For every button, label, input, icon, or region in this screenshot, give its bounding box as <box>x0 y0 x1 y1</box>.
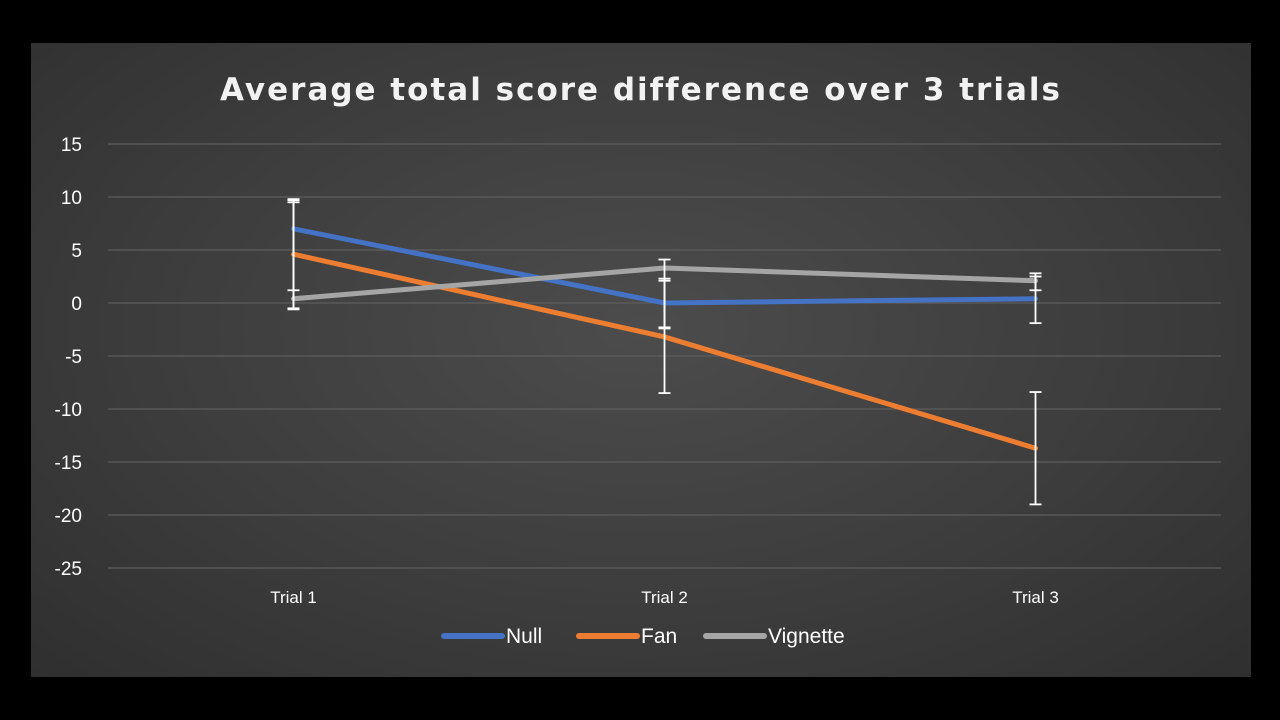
y-tick-label: -20 <box>55 506 82 527</box>
legend-label: Vignette <box>768 625 845 648</box>
legend-label: Fan <box>641 625 677 648</box>
legend-label: Null <box>506 625 542 648</box>
x-axis-ticks: Trial 1 Trial 2 Trial 3 <box>270 588 1059 607</box>
line-chart: Average total score difference over 3 tr… <box>55 72 1221 648</box>
x-tick-label: Trial 2 <box>641 588 688 607</box>
y-tick-label: 5 <box>71 241 82 262</box>
legend: Null Fan Vignette <box>441 625 845 648</box>
y-tick-label: -10 <box>55 400 82 421</box>
y-axis-ticks: 15 10 5 0 -5 -10 -15 -20 -25 <box>55 135 82 580</box>
legend-item-fan: Fan <box>576 625 677 648</box>
y-tick-label: -5 <box>65 347 82 368</box>
legend-item-vignette: Vignette <box>703 625 845 648</box>
y-tick-label: 10 <box>61 188 82 209</box>
error-bars <box>287 198 1042 506</box>
error-bar <box>1029 391 1042 506</box>
chart-panel: Average total score difference over 3 tr… <box>31 43 1251 677</box>
y-tick-label: -25 <box>55 559 82 580</box>
error-bar <box>1029 275 1042 292</box>
x-tick-label: Trial 1 <box>270 588 317 607</box>
x-tick-label: Trial 3 <box>1012 588 1059 607</box>
error-bar <box>658 258 671 330</box>
y-tick-label: 15 <box>61 135 82 156</box>
y-tick-label: -15 <box>55 453 82 474</box>
y-tick-label: 0 <box>71 294 82 315</box>
error-bar <box>287 201 300 292</box>
legend-item-null: Null <box>441 625 542 648</box>
chart-title: Average total score difference over 3 tr… <box>220 72 1062 108</box>
